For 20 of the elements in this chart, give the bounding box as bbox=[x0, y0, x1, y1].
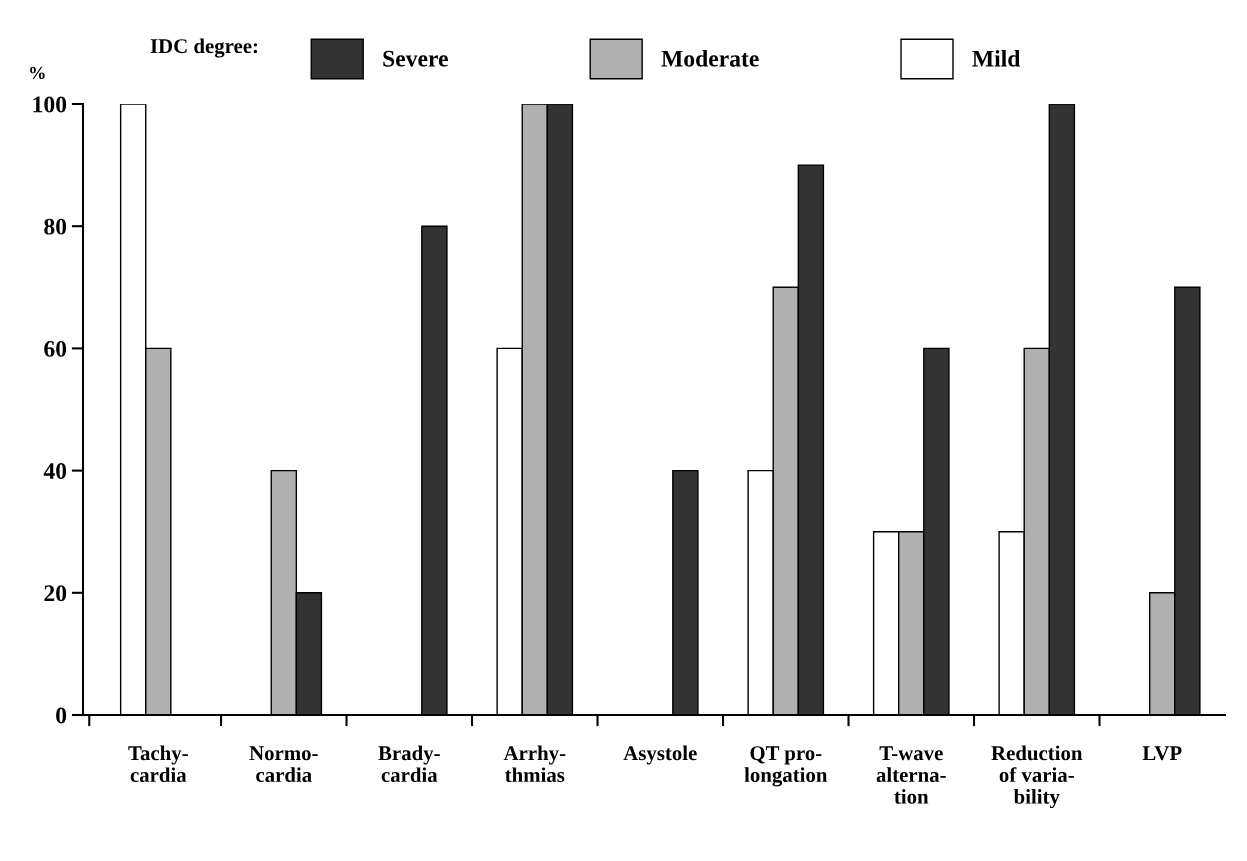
legend-title: IDC degree: bbox=[150, 38, 258, 58]
x-tick-label: T-wave alterna- tion bbox=[876, 746, 946, 804]
x-tick-label: Arrhy- thmias bbox=[503, 745, 566, 783]
x-tick-label: LVP bbox=[1142, 746, 1182, 761]
legend-label: Moderate bbox=[661, 50, 759, 67]
y-axis-title: % bbox=[30, 66, 45, 80]
x-tick-label: QT pro- longation bbox=[744, 746, 828, 787]
y-tick-label: 20 bbox=[44, 585, 67, 602]
x-tick-label: Brady- cardia bbox=[378, 745, 440, 783]
y-tick-label: 60 bbox=[44, 340, 67, 357]
y-tick-label: 80 bbox=[44, 218, 67, 235]
legend-label: Severe bbox=[383, 50, 448, 67]
x-tick-label: Reduction of varia- bility bbox=[991, 745, 1083, 809]
y-tick-label: 40 bbox=[43, 463, 67, 480]
y-tick-label: 100 bbox=[33, 96, 67, 113]
x-tick-label: Asystole bbox=[623, 745, 697, 765]
x-tick-label: Tachy- cardia bbox=[128, 745, 188, 783]
legend-label: Mild bbox=[972, 50, 1021, 67]
x-tick-label: Normo- cardia bbox=[249, 746, 318, 782]
y-tick-label: 0 bbox=[56, 707, 67, 724]
